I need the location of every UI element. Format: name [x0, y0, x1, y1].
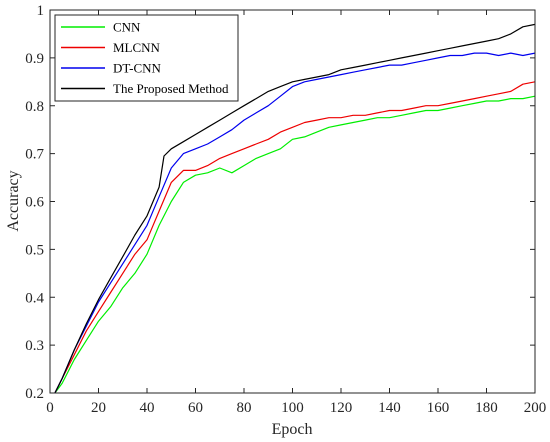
x-tick-label: 160	[427, 400, 450, 416]
y-tick-label: 0.2	[25, 386, 44, 402]
series-line-dt-cnn	[54, 52, 536, 394]
legend-label: MLCNN	[113, 40, 161, 55]
legend: CNN MLCNN DT-CNN The Proposed Method	[54, 14, 239, 102]
legend-label: CNN	[113, 20, 141, 35]
x-tick-label: 100	[281, 400, 304, 416]
legend-label: DT-CNN	[113, 61, 162, 76]
x-tick-label: 80	[237, 400, 252, 416]
legend-label: The Proposed Method	[113, 81, 229, 96]
y-tick-label: 0.5	[25, 242, 44, 258]
series-layer	[54, 23, 536, 394]
y-tick-label: 0.3	[25, 338, 44, 354]
x-tick-label: 180	[475, 400, 498, 416]
y-tick-label: 1	[37, 3, 45, 19]
series-line-the-proposed-method	[54, 23, 536, 394]
x-tick-label: 0	[46, 400, 54, 416]
y-tick-label: 0.8	[25, 99, 44, 115]
legend-box	[54, 14, 239, 102]
x-tick-label: 200	[524, 400, 547, 416]
y-axis-title: Accuracy	[5, 170, 22, 231]
series-line-mlcnn	[54, 81, 536, 394]
x-tick-label: 60	[188, 400, 203, 416]
x-tick-label: 40	[140, 400, 155, 416]
series-line-cnn	[54, 95, 536, 394]
y-tick-label: 0.6	[25, 195, 44, 211]
y-tick-label: 0.7	[25, 147, 44, 163]
x-tick-label: 120	[330, 400, 353, 416]
tick-layer: 0 20 40 60 80 100 120 140 160 180 200 0.2 0.3 0.4 0.5 0…	[25, 3, 546, 416]
x-axis-title: Epoch	[272, 421, 313, 438]
x-tick-label: 20	[91, 400, 106, 416]
x-tick-label: 140	[378, 400, 401, 416]
y-tick-label: 0.9	[25, 51, 44, 67]
y-tick-label: 0.4	[25, 290, 44, 306]
